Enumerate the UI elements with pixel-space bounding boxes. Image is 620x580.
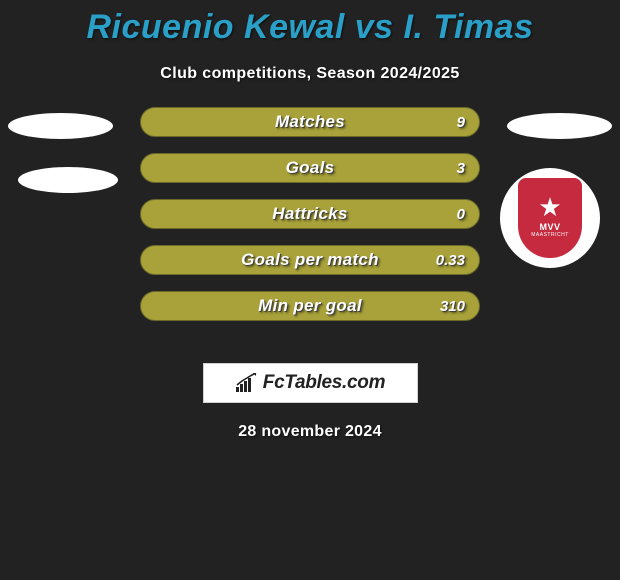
stat-bar-hattricks: Hattricks 0 (140, 199, 480, 229)
subtitle: Club competitions, Season 2024/2025 (0, 65, 620, 83)
brand-text: FcTables.com (263, 372, 385, 394)
stat-label: Goals per match (241, 250, 379, 270)
stat-label: Min per goal (258, 296, 362, 316)
page-title: Ricuenio Kewal vs I. Timas (0, 0, 620, 47)
club-subtext: MAASTRICHT (531, 232, 569, 238)
stat-label: Goals (286, 158, 335, 178)
stats-column: Matches 9 Goals 3 Hattricks 0 Goals per … (140, 107, 480, 337)
club-badge: ★ MVV MAASTRICHT (500, 168, 600, 268)
footer-area: FcTables.com 28 november 2024 (0, 345, 620, 441)
stat-label: Matches (275, 112, 345, 132)
date-text: 28 november 2024 (0, 423, 620, 441)
club-name: MVV (539, 222, 560, 232)
stat-bar-goals: Goals 3 (140, 153, 480, 183)
stat-bar-min-per-goal: Min per goal 310 (140, 291, 480, 321)
stat-value-right: 3 (457, 160, 465, 177)
player-left-placeholder-1 (8, 113, 113, 139)
stat-value-right: 9 (457, 114, 465, 131)
stat-value-right: 0.33 (436, 252, 465, 269)
star-icon: ★ (538, 194, 561, 220)
stat-bar-matches: Matches 9 (140, 107, 480, 137)
stat-bar-goals-per-match: Goals per match 0.33 (140, 245, 480, 275)
stat-label: Hattricks (272, 204, 347, 224)
club-shield: ★ MVV MAASTRICHT (518, 178, 582, 258)
stat-value-right: 0 (457, 206, 465, 223)
player-left-placeholder-2 (18, 167, 118, 193)
player-right-placeholder-1 (507, 113, 612, 139)
stat-value-right: 310 (440, 298, 465, 315)
brand-badge[interactable]: FcTables.com (203, 363, 418, 403)
chart-icon (235, 373, 257, 393)
